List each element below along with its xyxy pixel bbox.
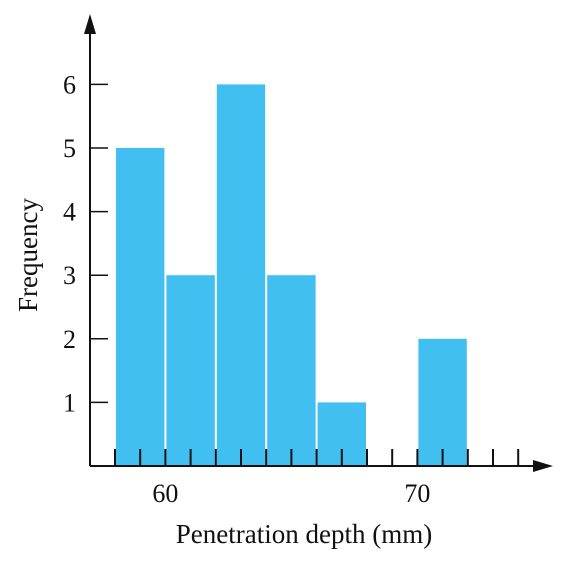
histogram-bar — [267, 275, 316, 466]
histogram-bar — [116, 148, 165, 466]
y-tick-label: 6 — [63, 70, 76, 99]
histogram-bar — [418, 338, 467, 466]
x-tick-label: 70 — [404, 479, 430, 508]
y-tick-label: 2 — [63, 325, 76, 354]
y-tick-label: 1 — [63, 388, 76, 417]
y-axis-title: Frequency — [13, 198, 43, 312]
x-ticks-group: 60 70 — [114, 449, 520, 508]
y-ticks-group: 1 2 3 4 5 6 — [63, 70, 108, 417]
histogram-bar — [216, 84, 266, 467]
x-axis-title: Penetration depth (mm) — [176, 519, 432, 549]
histogram-bar — [166, 275, 215, 466]
y-axis-arrowhead — [84, 14, 96, 34]
x-tick-label: 60 — [152, 479, 178, 508]
y-tick-label: 3 — [63, 261, 76, 290]
x-axis-arrowhead — [533, 460, 553, 472]
y-tick-label: 5 — [63, 134, 76, 163]
bars-group — [116, 84, 467, 467]
y-tick-label: 4 — [63, 198, 76, 227]
